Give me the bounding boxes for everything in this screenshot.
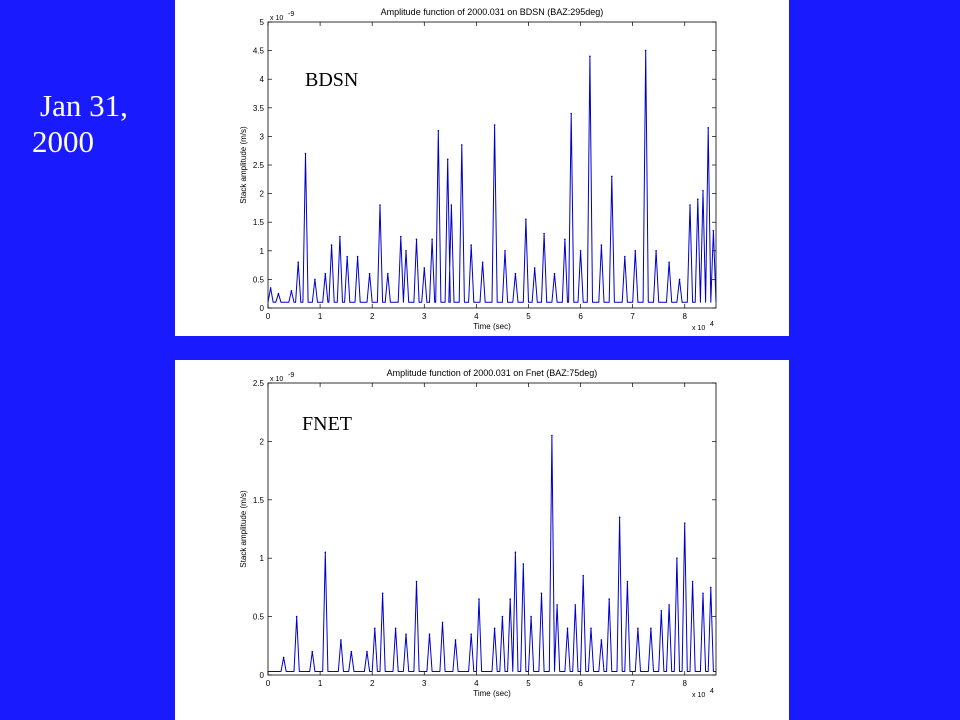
y-tick-label: 3 [260, 132, 265, 141]
plot-title: Amplitude function of 2000.031 on BDSN (… [381, 7, 604, 17]
plot-frame [267, 382, 717, 676]
x-tick-label: 0 [266, 679, 271, 688]
slide-date-title: Jan 31, 2000 [32, 88, 172, 160]
y-tick-label: 0 [260, 304, 265, 313]
y-tick-label: 5 [260, 18, 265, 27]
plot-frame [267, 21, 717, 309]
x-tick-label: 2 [370, 312, 375, 321]
x-tick-label: 1 [318, 312, 323, 321]
y-tick-label: 0 [260, 671, 265, 680]
y-axis-label: Stack amplitude (m/s) [239, 126, 248, 204]
x-tick-label: 3 [422, 312, 427, 321]
slide-title-line2: 2000 [32, 124, 94, 159]
y-exponent: -9 [288, 11, 294, 18]
station-label: BDSN [305, 69, 358, 91]
bdsn-chart-panel: Amplitude function of 2000.031 on BDSN (… [175, 0, 789, 336]
x-exponent: 4 [710, 688, 714, 695]
x-tick-label: 4 [474, 679, 479, 688]
y-tick-label: 1.5 [253, 218, 265, 227]
fnet-amplitude-chart: Amplitude function of 2000.031 on Fnet (… [239, 368, 717, 699]
x-tick-label: 5 [526, 679, 531, 688]
x-axis-label: Time (sec) [473, 322, 511, 331]
fnet-chart-panel: Amplitude function of 2000.031 on Fnet (… [175, 360, 789, 720]
x-tick-label: 4 [474, 312, 479, 321]
y-tick-label: 1 [260, 554, 265, 563]
y-tick-label: 4 [260, 75, 265, 84]
x-tick-label: 3 [422, 679, 427, 688]
y-tick-label: 2.5 [253, 379, 265, 388]
station-label: FNET [302, 413, 352, 435]
x-tick-label: 1 [318, 679, 323, 688]
y-tick-label: 0.5 [253, 613, 265, 622]
x-tick-label: 7 [630, 679, 635, 688]
x-axis-label: Time (sec) [473, 689, 511, 698]
plot-title: Amplitude function of 2000.031 on Fnet (… [387, 368, 598, 378]
bdsn-amplitude-chart: Amplitude function of 2000.031 on BDSN (… [239, 7, 717, 332]
y-multiplier: x 10 [270, 376, 283, 383]
y-tick-label: 0.5 [253, 275, 265, 284]
x-tick-label: 0 [266, 312, 271, 321]
y-exponent: -9 [288, 372, 294, 379]
x-tick-label: 6 [578, 312, 583, 321]
x-tick-label: 6 [578, 679, 583, 688]
y-tick-label: 4.5 [253, 47, 265, 56]
y-tick-label: 3.5 [253, 104, 265, 113]
x-tick-label: 8 [683, 679, 688, 688]
x-multiplier: x 10 [692, 325, 705, 332]
amplitude-series-line [268, 435, 716, 672]
y-tick-label: 1.5 [253, 496, 265, 505]
x-tick-label: 7 [630, 312, 635, 321]
slide-title-line1: Jan 31, [40, 88, 128, 123]
x-tick-label: 5 [526, 312, 531, 321]
x-multiplier: x 10 [692, 692, 705, 699]
y-tick-label: 2 [260, 190, 265, 199]
y-tick-label: 1 [260, 247, 265, 256]
amplitude-series-line [267, 50, 717, 303]
x-exponent: 4 [710, 321, 714, 328]
x-tick-label: 8 [683, 312, 688, 321]
y-tick-label: 2 [260, 437, 265, 446]
y-multiplier: x 10 [270, 15, 283, 22]
y-tick-label: 2.5 [253, 161, 265, 170]
y-axis-label: Stack amplitude (m/s) [239, 490, 248, 568]
x-tick-label: 2 [370, 679, 375, 688]
